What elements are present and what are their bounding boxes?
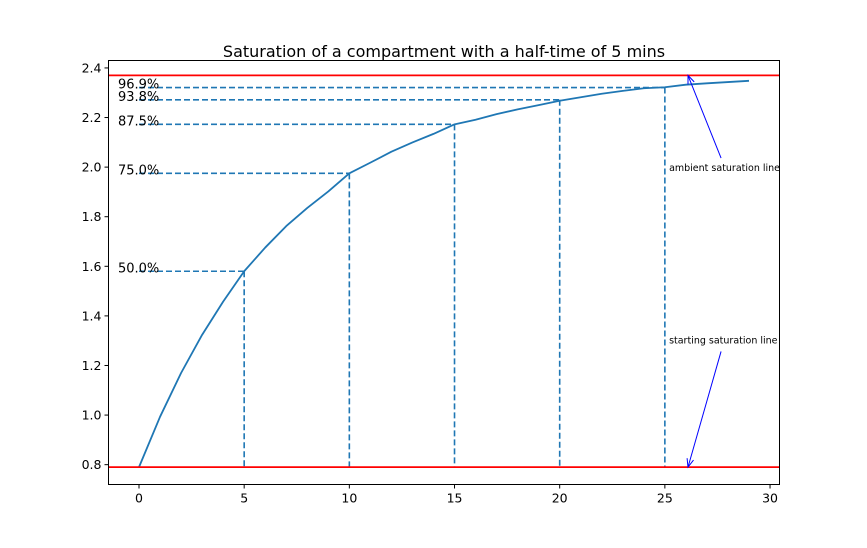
y-tick-label-1: 1.0 — [82, 408, 102, 423]
annotation-arrowhead-1 — [686, 458, 694, 469]
annotation-arrow-0 — [687, 75, 722, 159]
x-tick-label-4: 20 — [552, 491, 568, 506]
y-tick-label-8: 2.4 — [82, 60, 102, 75]
x-tick-label-1: 5 — [240, 491, 248, 506]
y-tick-label-7: 2.2 — [82, 110, 102, 125]
y-tick-label-6: 2.0 — [82, 160, 102, 175]
y-tick-label-2: 1.2 — [82, 358, 102, 373]
percent-label-3: 93.8% — [118, 90, 159, 105]
series-layer — [138, 79, 750, 468]
saturation-curve-0 — [138, 79, 750, 468]
percent-label-1: 75.0% — [118, 163, 159, 178]
y-tick-label-5: 1.8 — [82, 209, 102, 224]
half-time-marker-layer — [139, 86, 666, 468]
x-tick-label-2: 10 — [341, 491, 357, 506]
y-tick-label-3: 1.4 — [82, 308, 102, 323]
annotation-layer: ambient saturation line starting saturati… — [669, 74, 780, 469]
x-tick-label-6: 30 — [762, 491, 778, 506]
x-tick-label-5: 25 — [657, 491, 673, 506]
x-tick-label-3: 15 — [447, 491, 463, 506]
axes-layer: 0 5 10 15 20 25 30 0.8 1.0 1.2 1.4 1.6 1.8 2.0 2.2 2.4 — [82, 60, 778, 505]
y-tick-label-4: 1.6 — [82, 259, 102, 274]
annotation-arrowhead-0 — [687, 74, 695, 85]
percent-label-0: 50.0% — [118, 261, 159, 276]
chart-title: Saturation of a compartment with a half-… — [223, 42, 665, 61]
reference-line-layer — [108, 74, 780, 469]
annotation-text-1: starting saturation line — [669, 335, 778, 346]
percent-label-4: 96.9% — [118, 78, 159, 93]
y-tick-label-0: 0.8 — [82, 457, 102, 472]
percent-label-layer: 50.0% 75.0% 87.5% 93.8%96.9% — [118, 78, 159, 277]
percent-label-2: 87.5% — [118, 114, 159, 129]
x-tick-label-0: 0 — [135, 491, 143, 506]
annotation-text-0: ambient saturation line — [669, 163, 780, 174]
annotation-arrow-1 — [687, 351, 722, 468]
plot-frame — [108, 60, 780, 485]
